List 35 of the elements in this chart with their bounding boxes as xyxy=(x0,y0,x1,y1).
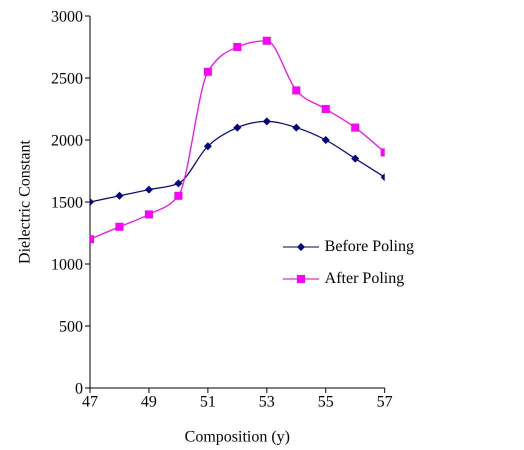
x-tick-label: 49 xyxy=(140,393,157,410)
point xyxy=(351,124,360,132)
x-tick-label: 53 xyxy=(258,393,275,410)
y-tick-label: 1500 xyxy=(51,194,83,212)
point xyxy=(174,192,182,200)
point xyxy=(322,105,330,113)
point xyxy=(292,124,300,132)
point xyxy=(144,186,153,194)
point xyxy=(292,86,300,94)
point xyxy=(262,117,271,126)
y-tick-label: 2500 xyxy=(51,70,83,88)
point xyxy=(233,124,242,132)
x-tick-label: 47 xyxy=(82,393,98,410)
x-tick-label: 57 xyxy=(376,393,393,410)
y-tick-label: 1000 xyxy=(51,256,83,274)
legend-label: After Poling xyxy=(324,270,404,288)
y-axis-title: Dielectric Constant xyxy=(16,139,34,264)
point xyxy=(262,36,271,45)
point xyxy=(322,136,330,144)
y-tick-label: 0 xyxy=(75,380,83,398)
point xyxy=(115,222,124,231)
y-tick-label: 2000 xyxy=(51,132,83,150)
x-tick-label: 55 xyxy=(318,393,334,410)
point xyxy=(144,210,153,218)
y-tick-label: 500 xyxy=(59,318,83,336)
point xyxy=(174,179,182,188)
point xyxy=(351,154,360,163)
x-axis-title: Composition (y) xyxy=(184,428,290,446)
point xyxy=(115,192,124,200)
point xyxy=(204,142,212,150)
legend-label: Before Poling xyxy=(324,238,414,256)
point xyxy=(204,68,212,76)
y-tick-label: 3000 xyxy=(51,8,83,26)
x-tick-label: 51 xyxy=(200,393,216,410)
point xyxy=(233,43,242,51)
